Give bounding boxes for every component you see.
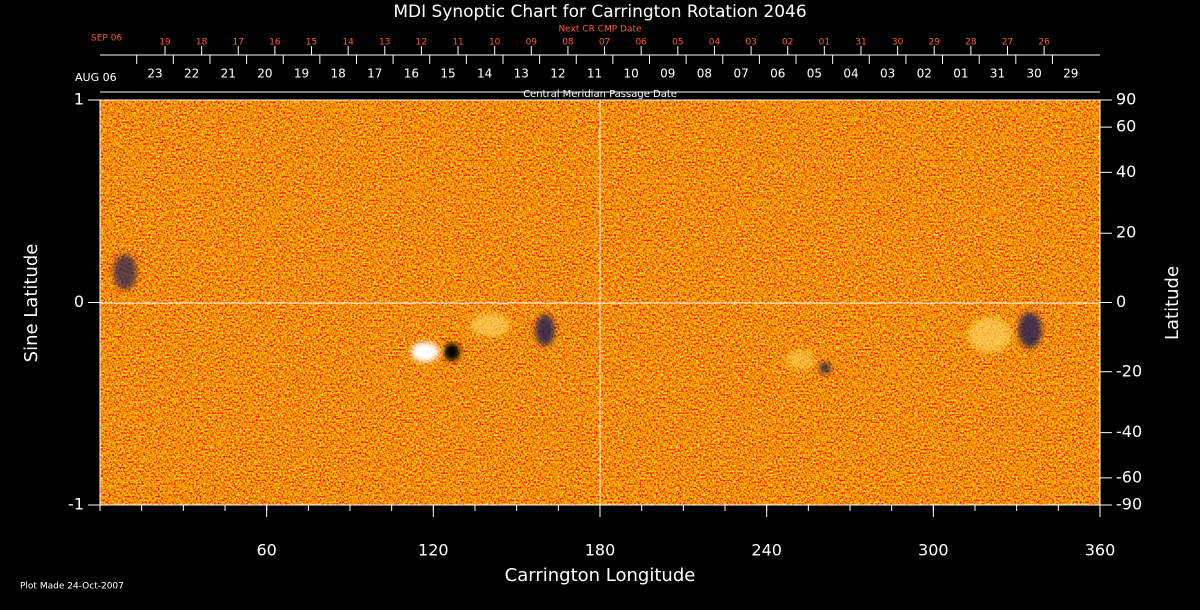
top-date-label: 09 bbox=[526, 38, 538, 48]
date-label: 07 bbox=[733, 67, 748, 81]
top-date-label: 07 bbox=[599, 38, 610, 48]
date-label: 29 bbox=[1063, 67, 1078, 81]
y2-tick-label: 90 bbox=[1116, 90, 1136, 109]
top-date-label: 12 bbox=[416, 38, 427, 48]
x-tick-label: 180 bbox=[585, 541, 616, 560]
top-date-label: 02 bbox=[782, 38, 793, 48]
top-date-label: 14 bbox=[342, 38, 354, 48]
y-tick-label: -1 bbox=[68, 495, 84, 514]
x-tick-label: 240 bbox=[751, 541, 782, 560]
top-date-label: 10 bbox=[489, 38, 501, 48]
date-label: 10 bbox=[624, 67, 639, 81]
y2-axis-label: Latitude bbox=[1162, 266, 1183, 340]
date-label: 21 bbox=[221, 67, 236, 81]
date-axis-title: Central Meridian Passage Date bbox=[523, 89, 677, 100]
x-tick-label: 120 bbox=[418, 541, 449, 560]
date-label: 19 bbox=[294, 67, 309, 81]
date-label: 11 bbox=[587, 67, 602, 81]
top-date-label: 03 bbox=[745, 38, 756, 48]
date-label: 22 bbox=[184, 67, 199, 81]
y2-tick-label: -60 bbox=[1116, 467, 1142, 486]
y-tick-label: 0 bbox=[74, 292, 84, 311]
date-label: 15 bbox=[440, 67, 455, 81]
top-date-label: 17 bbox=[233, 38, 244, 48]
date-label: 13 bbox=[514, 67, 529, 81]
date-label: 30 bbox=[1026, 67, 1041, 81]
date-label: 31 bbox=[990, 67, 1005, 81]
y-tick-label: 1 bbox=[74, 90, 84, 109]
date-label: 12 bbox=[550, 67, 565, 81]
top-date-label: 31 bbox=[855, 38, 866, 48]
date-label: 04 bbox=[843, 67, 858, 81]
y2-tick-label: -40 bbox=[1116, 422, 1142, 441]
date-label: 18 bbox=[331, 67, 346, 81]
date-label: 17 bbox=[367, 67, 382, 81]
date-label: 01 bbox=[953, 67, 968, 81]
date-label: 23 bbox=[147, 67, 162, 81]
active-regions bbox=[113, 254, 1042, 374]
top-date-label: 06 bbox=[635, 38, 647, 48]
y2-tick-label: -90 bbox=[1116, 495, 1142, 514]
date-label: 09 bbox=[660, 67, 675, 81]
top-axis-title: Next CR CMP Date bbox=[558, 25, 642, 35]
top-date-label: 13 bbox=[379, 38, 390, 48]
top-date-label: 04 bbox=[709, 38, 721, 48]
date-axis-start: AUG 06 bbox=[75, 71, 117, 84]
top-axis-start: SEP 06 bbox=[91, 34, 122, 44]
top-date-label: 27 bbox=[1002, 38, 1013, 48]
top-date-label: 18 bbox=[196, 38, 208, 48]
top-date-label: 29 bbox=[929, 38, 941, 48]
top-date-label: 01 bbox=[819, 38, 830, 48]
top-date-label: 15 bbox=[306, 38, 317, 48]
date-label: 06 bbox=[770, 67, 785, 81]
date-label: 05 bbox=[807, 67, 822, 81]
date-label: 02 bbox=[917, 67, 932, 81]
top-date-label: 30 bbox=[892, 38, 904, 48]
top-date-label: 05 bbox=[672, 38, 683, 48]
top-date-label: 16 bbox=[269, 38, 281, 48]
x-tick-label: 60 bbox=[256, 541, 276, 560]
date-label: 16 bbox=[404, 67, 419, 81]
chart-title: MDI Synoptic Chart for Carrington Rotati… bbox=[393, 2, 806, 22]
footnote: Plot Made 24-Oct-2007 bbox=[20, 582, 124, 592]
date-label: 14 bbox=[477, 67, 492, 81]
y2-tick-label: 20 bbox=[1116, 223, 1136, 242]
y2-tick-label: 60 bbox=[1116, 117, 1136, 136]
top-date-label: 26 bbox=[1038, 38, 1050, 48]
top-date-label: 08 bbox=[562, 38, 574, 48]
x-axis-label: Carrington Longitude bbox=[505, 565, 696, 586]
y-axis-label: Sine Latitude bbox=[21, 244, 42, 363]
x-tick-label: 300 bbox=[918, 541, 949, 560]
top-date-label: 11 bbox=[452, 38, 463, 48]
top-date-label: 19 bbox=[159, 38, 171, 48]
date-label: 20 bbox=[257, 67, 272, 81]
y2-tick-label: 40 bbox=[1116, 162, 1136, 181]
top-date-label: 28 bbox=[965, 38, 977, 48]
y2-tick-label: -20 bbox=[1116, 361, 1142, 380]
date-label: 08 bbox=[697, 67, 712, 81]
date-label: 03 bbox=[880, 67, 895, 81]
y2-tick-label: 0 bbox=[1116, 292, 1126, 311]
x-tick-label: 360 bbox=[1085, 541, 1116, 560]
